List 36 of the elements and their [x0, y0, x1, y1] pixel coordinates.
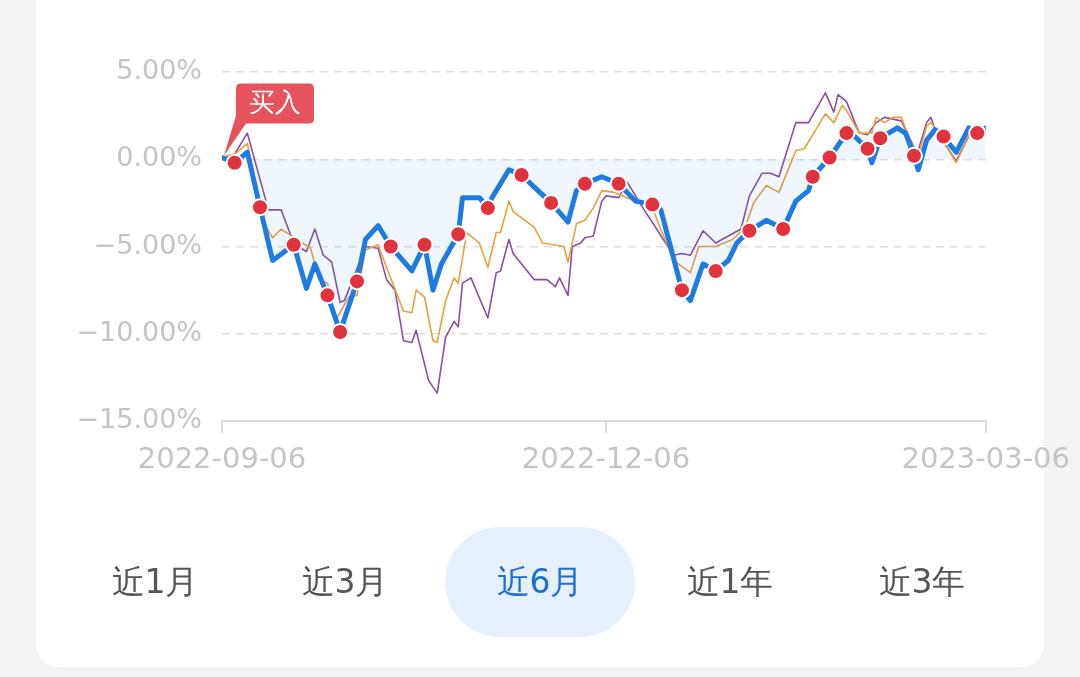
point [318, 286, 337, 305]
point [820, 148, 839, 167]
annotation: 买入 [249, 87, 301, 118]
point [858, 139, 877, 158]
point [740, 221, 759, 240]
text: 近1月 [110, 561, 200, 603]
y-tick-label: −15.00% [76, 403, 202, 435]
point [934, 127, 953, 146]
x-tick-label: 2022-12-06 [521, 440, 691, 475]
y-tick-label: −10.00% [76, 315, 202, 347]
point [415, 235, 434, 254]
point [968, 124, 986, 143]
x-tick-label: 2022-09-06 [137, 440, 307, 475]
y-tick-label: 0.00% [116, 141, 202, 173]
point [837, 124, 856, 143]
point [449, 225, 468, 244]
point [871, 129, 890, 148]
point [672, 281, 691, 300]
point [643, 195, 662, 214]
point [542, 193, 561, 212]
point [905, 146, 923, 165]
point [225, 153, 244, 172]
text: 近1年 [685, 561, 775, 603]
point [609, 174, 628, 193]
point [284, 235, 303, 254]
y-tick-label: −5.00% [93, 228, 202, 260]
x-tick-label: 2023-03-06 [901, 440, 1071, 475]
y-tick-label: 5.00% [116, 54, 202, 86]
point [381, 237, 400, 256]
point [706, 261, 725, 280]
point [803, 167, 822, 186]
point [512, 165, 531, 184]
text: 近3月 [300, 561, 390, 603]
point [575, 174, 594, 193]
text: 近6月 [445, 527, 635, 637]
text: 近3年 [877, 561, 967, 603]
